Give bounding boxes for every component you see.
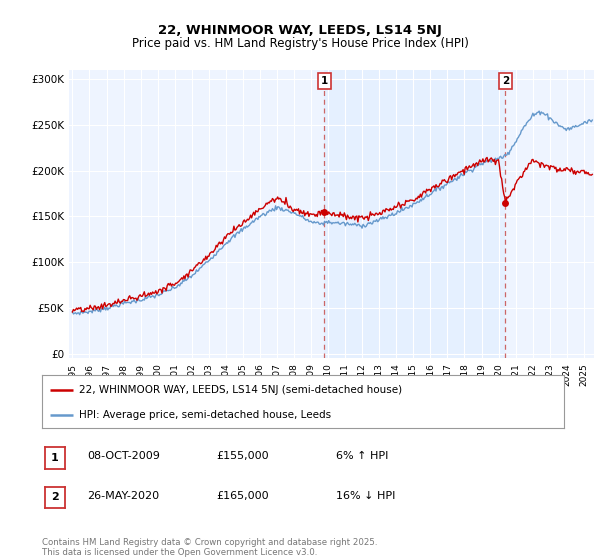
Text: 22, WHINMOOR WAY, LEEDS, LS14 5NJ: 22, WHINMOOR WAY, LEEDS, LS14 5NJ (158, 24, 442, 36)
Text: 26-MAY-2020: 26-MAY-2020 (87, 491, 159, 501)
Text: 1: 1 (51, 453, 59, 463)
Text: 22, WHINMOOR WAY, LEEDS, LS14 5NJ (semi-detached house): 22, WHINMOOR WAY, LEEDS, LS14 5NJ (semi-… (79, 385, 401, 395)
Text: Contains HM Land Registry data © Crown copyright and database right 2025.
This d: Contains HM Land Registry data © Crown c… (42, 538, 377, 557)
Text: HPI: Average price, semi-detached house, Leeds: HPI: Average price, semi-detached house,… (79, 410, 331, 420)
Text: 2: 2 (502, 76, 509, 86)
Text: 16% ↓ HPI: 16% ↓ HPI (336, 491, 395, 501)
Text: Price paid vs. HM Land Registry's House Price Index (HPI): Price paid vs. HM Land Registry's House … (131, 37, 469, 50)
Text: 08-OCT-2009: 08-OCT-2009 (87, 451, 160, 461)
Text: £155,000: £155,000 (216, 451, 269, 461)
Text: 6% ↑ HPI: 6% ↑ HPI (336, 451, 388, 461)
Text: £165,000: £165,000 (216, 491, 269, 501)
Bar (324, 70, 505, 358)
Text: 1: 1 (320, 76, 328, 86)
Text: 2: 2 (51, 492, 59, 502)
